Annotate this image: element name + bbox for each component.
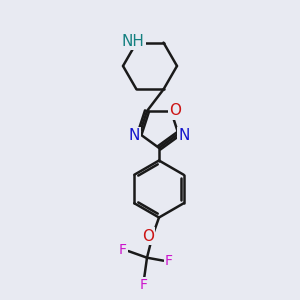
Text: F: F: [119, 243, 127, 256]
Text: F: F: [165, 254, 173, 268]
Text: O: O: [142, 229, 154, 244]
Text: O: O: [169, 103, 181, 118]
Text: F: F: [140, 278, 148, 292]
Text: NH: NH: [122, 34, 144, 49]
Text: N: N: [178, 128, 190, 143]
Text: N: N: [128, 128, 140, 143]
